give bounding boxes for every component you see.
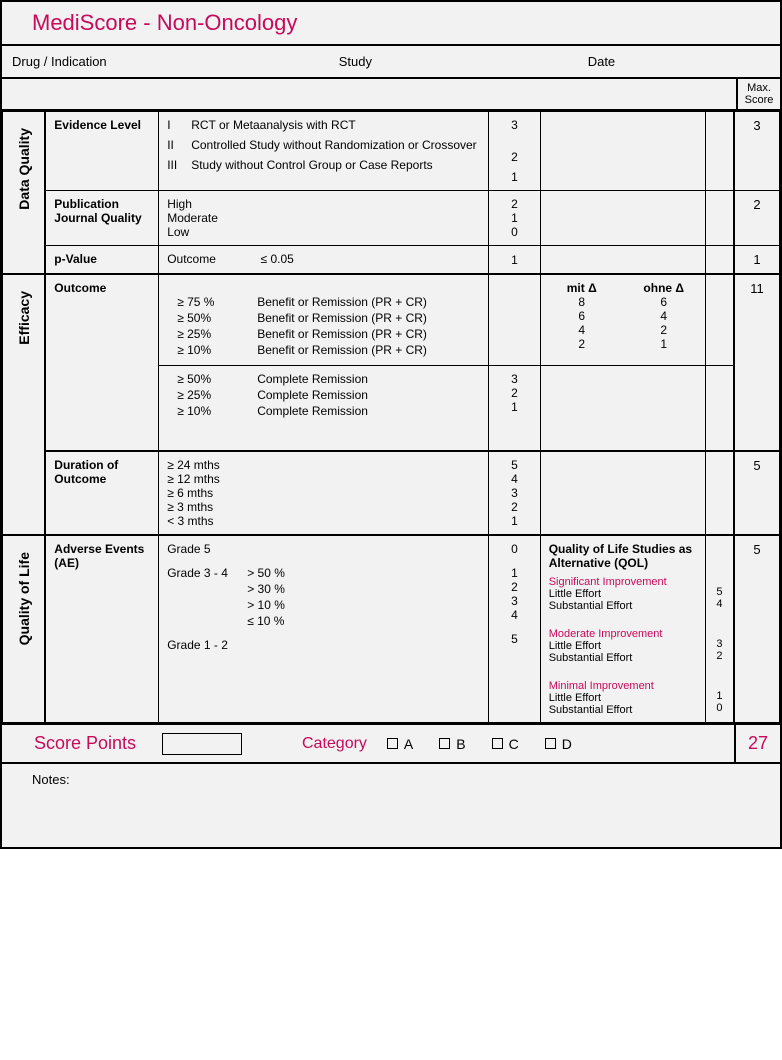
category-d[interactable]: D — [545, 736, 572, 752]
section-data-quality: Data Quality — [3, 112, 46, 275]
ae-label: Adverse Events (AE) — [45, 535, 158, 723]
pvalue-points: 1 — [489, 246, 541, 275]
outcome-complete: ≥ 50%Complete Remission ≥ 25%Complete Re… — [159, 366, 489, 452]
header-study: Study — [329, 46, 578, 77]
page-title: MediScore - Non-Oncology — [2, 2, 780, 46]
pvalue-label: p-Value — [45, 246, 158, 275]
checkbox-icon — [439, 738, 450, 749]
journal-criteria: High Moderate Low — [159, 191, 489, 246]
duration-label: Duration of Outcome — [45, 451, 158, 535]
outcome-label: Outcome — [45, 274, 158, 451]
max-score-header: Max. Score — [2, 79, 780, 111]
header-drug: Drug / Indication — [2, 46, 329, 77]
category-a[interactable]: A — [387, 736, 413, 752]
evidence-level-empty — [540, 112, 705, 191]
ae-points: 0 1 2 3 4 5 — [489, 535, 541, 723]
category-c[interactable]: C — [492, 736, 519, 752]
evidence-level-points: 3 2 1 — [489, 112, 541, 191]
checkbox-icon — [387, 738, 398, 749]
qol-alt-points: 5 4 3 2 1 0 — [705, 535, 734, 723]
score-points-input[interactable] — [162, 733, 242, 755]
max-score-label: Max. Score — [736, 79, 780, 109]
scoring-grid: Data Quality Evidence Level IRCT or Meta… — [2, 111, 780, 723]
evidence-level-max: 3 — [734, 112, 779, 191]
pvalue-max: 1 — [734, 246, 779, 275]
evidence-level-criteria: IRCT or Metaanalysis with RCT IIControll… — [159, 112, 489, 191]
pvalue-criteria: Outcome ≤ 0.05 — [159, 246, 489, 275]
qol-max: 5 — [734, 535, 779, 723]
section-efficacy: Efficacy — [3, 274, 46, 535]
evidence-level-label: Evidence Level — [45, 112, 158, 191]
score-points-label: Score Points — [2, 725, 162, 762]
outcome-max: 11 — [734, 274, 779, 451]
footer: Score Points Category A B C D 27 — [2, 723, 780, 764]
outcome-complete-pts: 3 2 1 — [489, 366, 541, 452]
section-qol: Quality of Life — [3, 535, 46, 723]
notes-label: Notes: — [2, 764, 780, 847]
header-date: Date — [578, 46, 780, 77]
checkbox-icon — [545, 738, 556, 749]
checkbox-icon — [492, 738, 503, 749]
mediscore-form: MediScore - Non-Oncology Drug / Indicati… — [0, 0, 782, 849]
category-options: A B C D — [387, 736, 572, 752]
journal-label: Publication Journal Quality — [45, 191, 158, 246]
ae-criteria: Grade 5 Grade 3 - 4> 50 % > 30 % > 10 % … — [159, 535, 489, 723]
category-label: Category — [242, 735, 387, 753]
total-max-score: 27 — [734, 725, 780, 762]
outcome-delta: mit Δ ohne Δ 86 64 42 21 — [540, 274, 705, 366]
qol-alternative: Quality of Life Studies as Alternative (… — [540, 535, 705, 723]
duration-points: 5 4 3 2 1 — [489, 451, 541, 535]
outcome-benefit: ≥ 75 %Benefit or Remission (PR + CR) ≥ 5… — [159, 274, 489, 366]
header-row: Drug / Indication Study Date — [2, 46, 780, 79]
duration-max: 5 — [734, 451, 779, 535]
evidence-level-altpts — [705, 112, 734, 191]
journal-max: 2 — [734, 191, 779, 246]
category-b[interactable]: B — [439, 736, 465, 752]
journal-points: 2 1 0 — [489, 191, 541, 246]
duration-criteria: ≥ 24 mths ≥ 12 mths ≥ 6 mths ≥ 3 mths < … — [159, 451, 489, 535]
